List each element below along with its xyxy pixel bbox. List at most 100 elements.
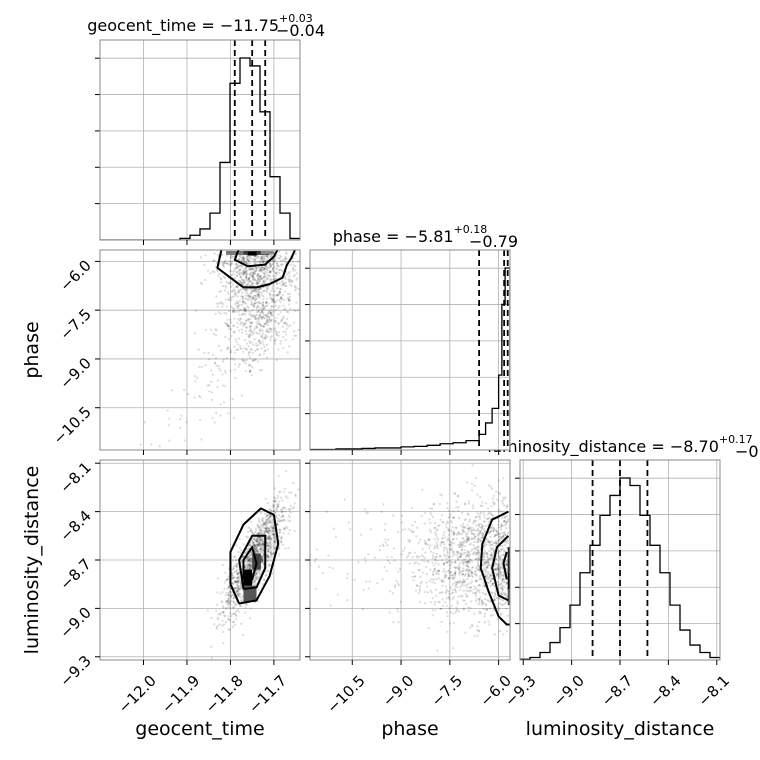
scatter-point: [497, 608, 500, 611]
scatter-point: [492, 527, 495, 530]
scatter-point: [461, 573, 464, 576]
scatter-point: [419, 582, 422, 585]
scatter-point: [242, 261, 246, 264]
scatter-point: [476, 545, 479, 549]
scatter-point: [252, 260, 255, 263]
scatter-point: [246, 550, 249, 553]
scatter-point: [262, 268, 266, 271]
scatter-point: [450, 544, 453, 547]
scatter-point: [471, 548, 474, 551]
scatter-point: [216, 385, 219, 389]
scatter-point: [262, 315, 265, 319]
scatter-point: [248, 544, 252, 547]
scatter-point: [247, 564, 250, 567]
scatter-point: [274, 544, 277, 547]
scatter-point: [501, 586, 504, 589]
scatter-point: [466, 595, 469, 598]
scatter-point: [222, 642, 225, 645]
scatter-point: [264, 280, 267, 283]
scatter-point: [468, 543, 471, 546]
scatter-point: [249, 527, 252, 531]
scatter-point: [279, 260, 282, 263]
scatter-point: [471, 566, 474, 569]
scatter-point: [449, 564, 452, 567]
scatter-point: [273, 537, 277, 540]
scatter-point: [439, 493, 442, 496]
scatter-point: [468, 560, 471, 563]
scatter-point: [252, 271, 255, 274]
scatter-point: [447, 528, 450, 532]
scatter-point: [261, 560, 265, 563]
scatter-point: [489, 529, 492, 532]
scatter-point: [258, 314, 261, 317]
scatter-point: [415, 535, 418, 538]
scatter-point: [467, 554, 470, 557]
scatter-point: [237, 290, 241, 294]
scatter-point: [231, 625, 235, 628]
scatter-point: [255, 578, 258, 581]
scatter-point: [97, 519, 99, 521]
scatter-point: [234, 603, 237, 606]
scatter-point: [246, 548, 249, 551]
scatter-point: [266, 276, 269, 280]
scatter-point: [263, 317, 266, 320]
scatter-point: [475, 524, 478, 527]
scatter-point: [237, 329, 241, 332]
scatter-point: [270, 330, 273, 333]
scatter-point: [257, 281, 260, 284]
scatter-point: [256, 533, 259, 536]
scatter-point: [242, 297, 245, 300]
scatter-point: [478, 589, 481, 592]
scatter-point: [427, 546, 431, 550]
scatter-point: [490, 547, 494, 550]
scatter-point: [247, 294, 250, 297]
scatter-point: [484, 604, 488, 607]
scatter-point: [464, 593, 468, 596]
scatter-point: [282, 315, 285, 318]
scatter-point: [487, 540, 490, 543]
scatter-point: [254, 577, 258, 580]
scatter-point: [219, 289, 223, 293]
density-block: [507, 572, 510, 590]
scatter-point: [261, 539, 264, 542]
scatter-point: [221, 285, 225, 288]
scatter-point: [249, 563, 252, 566]
scatter-point: [198, 365, 201, 369]
scatter-point: [498, 532, 501, 536]
scatter-point: [262, 325, 265, 328]
scatter-point: [346, 572, 349, 575]
scatter-point: [224, 371, 227, 375]
scatter-point: [453, 566, 456, 569]
scatter-point: [233, 324, 236, 328]
scatter-point: [231, 357, 234, 360]
scatter-point: [245, 564, 248, 567]
scatter-point: [280, 535, 283, 539]
scatter-point: [482, 533, 485, 536]
scatter-point: [433, 526, 437, 530]
scatter-point: [275, 267, 279, 271]
scatter-point: [262, 276, 266, 279]
scatter-point: [285, 310, 289, 313]
title-luminosity-distance: luminosity_distance = −8.70+0.17: [487, 433, 752, 457]
scatter-point: [246, 262, 249, 265]
scatter-point: [259, 260, 262, 263]
scatter-point: [269, 547, 272, 550]
scatter-point: [275, 271, 278, 274]
scatter-point: [236, 589, 239, 593]
scatter-point: [254, 359, 257, 362]
scatter-point: [445, 588, 448, 592]
scatter-point: [239, 581, 242, 584]
scatter-point: [233, 368, 237, 371]
scatter-point: [489, 485, 492, 488]
scatter-point: [504, 520, 507, 523]
scatter-point: [267, 278, 270, 281]
scatter-point: [257, 531, 260, 535]
scatter-point: [461, 525, 465, 528]
scatter-point: [436, 649, 439, 652]
scatter-point: [261, 539, 264, 542]
scatter-point: [237, 586, 240, 589]
scatter-point: [462, 580, 465, 583]
scatter-point: [235, 274, 238, 277]
scatter-point: [456, 608, 459, 612]
scatter-point: [459, 533, 462, 536]
